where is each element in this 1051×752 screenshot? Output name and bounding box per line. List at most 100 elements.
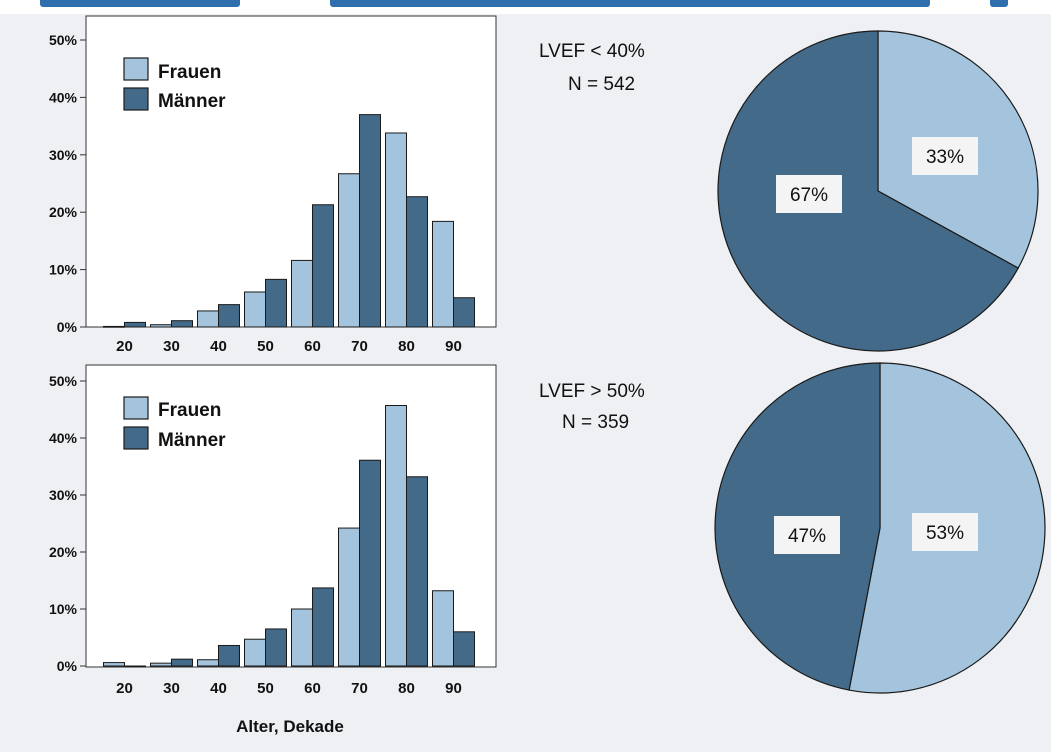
bar-frauen (291, 259, 313, 328)
y-axis: 0% 10% 20% 30% 40% 50% (49, 32, 86, 335)
legend-swatch-maenner (123, 426, 149, 450)
bar-frauen (432, 220, 454, 328)
bar-maenner (265, 278, 287, 328)
pie-label-box (912, 137, 978, 175)
pie-bottom: 53% 47% (714, 362, 1046, 694)
bar-maenner (406, 476, 428, 667)
bar-frauen (244, 291, 266, 328)
bar-group (103, 405, 475, 668)
x-axis: 20 30 40 50 60 70 80 90 (116, 680, 462, 697)
x-tick-label: 30 (163, 338, 180, 355)
y-tick-label: 50% (49, 373, 78, 389)
x-tick-label: 80 (398, 680, 415, 697)
n-count-label: N = 359 (562, 412, 629, 433)
histogram-bottom: 0% 10% 20% 30% 40% 50% 20 30 40 50 60 70 80 90 Fraue… (49, 364, 497, 736)
x-tick-label: 20 (116, 680, 133, 697)
x-tick-label: 40 (210, 338, 227, 355)
legend-label-maenner: Männer (158, 91, 226, 112)
lvef-label: LVEF < 40% (539, 41, 645, 62)
bar-frauen (385, 405, 407, 667)
bar-group (103, 114, 475, 328)
bar-maenner (312, 204, 334, 328)
bar-frauen (338, 527, 360, 667)
pie-label: 67% (790, 185, 828, 206)
x-tick-label: 70 (351, 680, 368, 697)
bar-maenner (171, 320, 193, 328)
x-tick-label: 50 (257, 680, 274, 697)
histogram-top: 0% 10% 20% 30% 40% 50% 20 30 40 50 60 70 80 90 Fraue… (49, 15, 497, 355)
x-axis: 20 30 40 50 60 70 80 90 (116, 338, 462, 355)
bar-maenner (312, 587, 334, 667)
y-tick-label: 10% (49, 601, 78, 617)
bar-frauen (103, 325, 125, 328)
bar-frauen (385, 132, 407, 328)
bar-maenner (453, 631, 475, 667)
x-tick-label: 70 (351, 338, 368, 355)
n-count-label: N = 542 (568, 74, 635, 95)
bar-maenner (406, 196, 428, 328)
bar-frauen (338, 173, 360, 328)
y-tick-label: 50% (49, 32, 78, 48)
pie-slice-maenner (717, 30, 1020, 352)
bar-frauen (197, 310, 219, 328)
bar-frauen (291, 608, 313, 667)
y-tick-label: 30% (49, 147, 78, 163)
x-tick-label: 90 (445, 680, 462, 697)
pie-label: 33% (926, 147, 964, 168)
x-tick-label: 20 (116, 338, 133, 355)
cropped-header (0, 0, 1051, 14)
cropped-header-text (40, 0, 240, 7)
bar-frauen (244, 638, 266, 667)
pie-label: 53% (926, 523, 964, 544)
bar-maenner (218, 644, 240, 667)
x-axis-title: Alter, Dekade (236, 717, 344, 736)
pie-top: 33% 67% (717, 30, 1039, 352)
legend-swatch-maenner (123, 87, 149, 111)
y-tick-label: 20% (49, 204, 78, 220)
y-axis: 0% 10% 20% 30% 40% 50% (49, 373, 86, 674)
x-tick-label: 80 (398, 338, 415, 355)
y-tick-label: 0% (57, 319, 78, 335)
x-tick-label: 90 (445, 338, 462, 355)
bar-frauen (197, 659, 219, 667)
bar-maenner (359, 114, 381, 328)
bar-maenner (171, 658, 193, 667)
pie-label-box (776, 175, 842, 213)
legend-swatch-frauen (123, 57, 149, 81)
y-tick-label: 40% (49, 89, 78, 105)
x-tick-label: 60 (304, 680, 321, 697)
cropped-header-text (990, 0, 1008, 7)
bar-maenner (265, 628, 287, 667)
cropped-header-text (330, 0, 930, 7)
annotation-top: LVEF < 40% N = 542 (539, 41, 645, 95)
pie-label-box (774, 516, 840, 554)
bar-maenner (218, 304, 240, 328)
annotation-bottom: LVEF > 50% N = 359 (539, 381, 645, 433)
bar-frauen (150, 324, 172, 328)
pie-label-box (912, 513, 978, 551)
lvef-label: LVEF > 50% (539, 381, 645, 402)
y-tick-label: 10% (49, 262, 78, 278)
bar-maenner (453, 297, 475, 328)
legend-label-frauen: Frauen (158, 62, 221, 83)
bar-frauen (103, 662, 125, 667)
bar-frauen (150, 662, 172, 667)
y-tick-label: 20% (49, 544, 78, 560)
bar-maenner (124, 321, 146, 328)
y-tick-label: 40% (49, 430, 78, 446)
bar-maenner (124, 665, 146, 668)
x-tick-label: 40 (210, 680, 227, 697)
x-tick-label: 30 (163, 680, 180, 697)
y-tick-label: 0% (57, 658, 78, 674)
x-tick-label: 50 (257, 338, 274, 355)
legend-label-frauen: Frauen (158, 400, 221, 421)
x-tick-label: 60 (304, 338, 321, 355)
bar-maenner (359, 459, 381, 667)
legend: Frauen Männer (123, 396, 226, 451)
legend-label-maenner: Männer (158, 430, 226, 451)
legend-swatch-frauen (123, 396, 149, 420)
y-tick-label: 30% (49, 487, 78, 503)
pie-label: 47% (788, 526, 826, 547)
